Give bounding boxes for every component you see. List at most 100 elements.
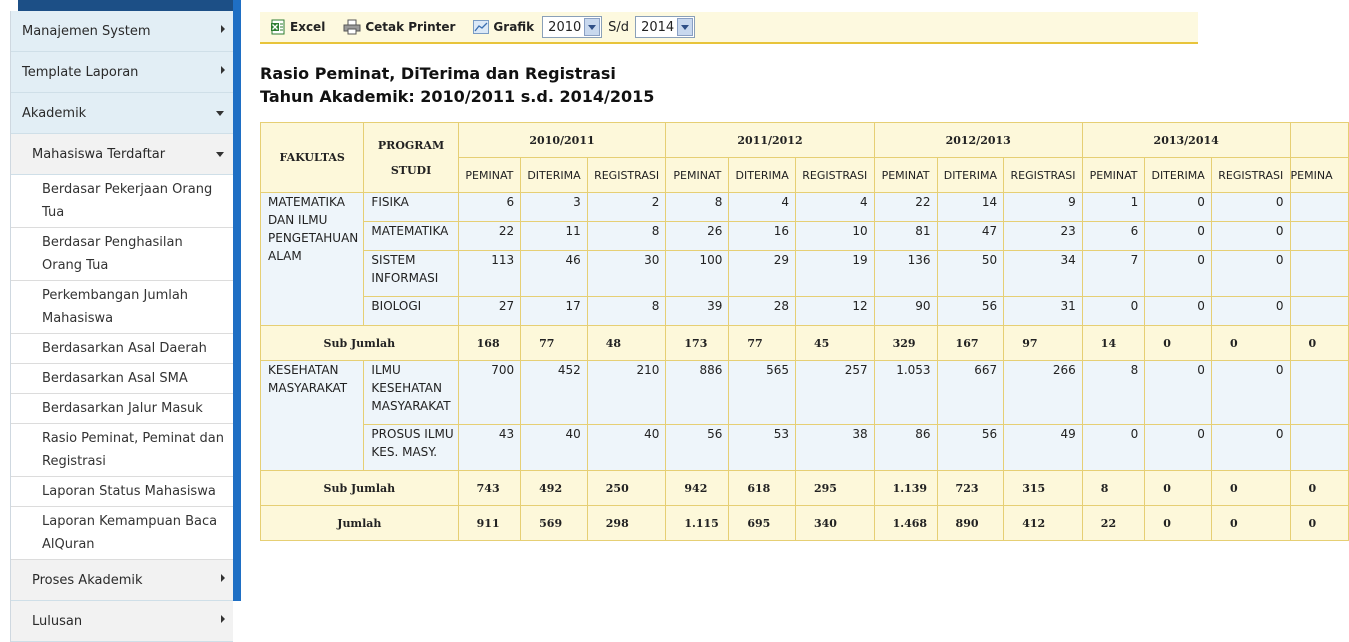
year-from-select[interactable]: 2010 xyxy=(542,16,603,38)
cell-value: 0 xyxy=(1081,424,1146,471)
cell-value: 10 xyxy=(794,221,875,251)
subtotal-value: 250 xyxy=(586,470,667,506)
sidebar-item-manajemen-system[interactable]: Manajemen System xyxy=(11,11,233,52)
chevron-right-icon xyxy=(221,25,225,33)
cell-value: 39 xyxy=(665,296,730,326)
cell-value: 0 xyxy=(1210,360,1291,425)
subtotal-value: 8 xyxy=(1081,470,1146,506)
excel-button[interactable]: Excel xyxy=(270,19,325,35)
cell-value: 19 xyxy=(794,250,875,297)
chevron-down-icon[interactable] xyxy=(677,18,694,36)
cell-value: 56 xyxy=(936,296,1005,326)
cell-program-studi: PROSUS ILMU KES. MASY. xyxy=(363,424,459,471)
sidebar-menu: Manajemen System Template Laporan Akadem… xyxy=(10,11,233,642)
subheader-diterima: DITERIMA xyxy=(728,157,796,193)
printer-icon xyxy=(343,19,361,35)
cell-value: 0 xyxy=(1210,296,1291,326)
subheader-registrasi: REGISTRASI xyxy=(1003,157,1083,193)
cell-value: 43 xyxy=(457,424,522,471)
sidebar-item-label: Manajemen System xyxy=(22,23,151,39)
sidebar-item-template-laporan[interactable]: Template Laporan xyxy=(11,52,233,93)
subtotal-value: 77 xyxy=(728,325,796,361)
header-program-label: PROGRAM xyxy=(377,138,445,152)
cell-value: 23 xyxy=(1003,221,1083,251)
cell-value: 11 xyxy=(520,221,588,251)
subheader-peminat: PEMINAT xyxy=(665,157,730,193)
year-to-select[interactable]: 2014 xyxy=(635,16,696,38)
cell-value: 29 xyxy=(728,250,796,297)
sidebar-link-asal-sma[interactable]: Berdasarkan Asal SMA xyxy=(11,364,233,394)
chevron-down-icon xyxy=(216,152,224,157)
cell-value-partial xyxy=(1289,424,1349,471)
sd-label: S/d xyxy=(608,19,630,35)
cell-value: 0 xyxy=(1144,192,1212,222)
sidebar-item-label: Akademik xyxy=(22,105,87,121)
sidebar-link-asal-daerah[interactable]: Berdasarkan Asal Daerah xyxy=(11,334,233,364)
table-row: PROSUS ILMU KES. MASY. 43 40 40 56 53 38 86 56 49… xyxy=(261,424,1349,471)
subtotal-value: 743 xyxy=(457,470,522,506)
cell-value: 50 xyxy=(936,250,1005,297)
cell-program-studi: BIOLOGI xyxy=(363,296,459,326)
sidebar-link-penghasilan-orang-tua[interactable]: Berdasar Penghasilan Orang Tua xyxy=(11,228,233,281)
sidebar-link-baca-alquran[interactable]: Laporan Kemampuan Baca AlQuran xyxy=(11,507,233,560)
cell-value: 47 xyxy=(936,221,1005,251)
subheader-registrasi: REGISTRASI xyxy=(586,157,667,193)
sidebar-link-perkembangan-jumlah[interactable]: Perkembangan Jumlah Mahasiswa xyxy=(11,281,233,334)
cell-value: 100 xyxy=(665,250,730,297)
sidebar-link-jalur-masuk[interactable]: Berdasarkan Jalur Masuk xyxy=(11,394,233,424)
cell-program-studi: ILMU KESEHATAN MASYARAKAT xyxy=(363,360,459,425)
subtotal-value: 173 xyxy=(665,325,730,361)
cell-value: 8 xyxy=(586,296,667,326)
sidebar-item-label: Template Laporan xyxy=(22,64,139,80)
sidebar-item-label: Mahasiswa Terdaftar xyxy=(32,146,166,162)
title-line-2: Tahun Akademik: 2010/2011 s.d. 2014/2015 xyxy=(260,87,655,106)
subtotal-value: 14 xyxy=(1081,325,1146,361)
sidebar-link-pekerjaan-orang-tua[interactable]: Berdasar Pekerjaan Orang Tua xyxy=(11,175,233,228)
subtotal-value: 1.139 xyxy=(873,470,938,506)
sidebar: Manajemen System Template Laporan Akadem… xyxy=(0,0,241,642)
subheader-peminat: PEMINAT xyxy=(1081,157,1146,193)
sidebar-top-bar xyxy=(18,0,234,11)
cell-value: 40 xyxy=(586,424,667,471)
header-year: 2013/2014 xyxy=(1081,122,1291,158)
cell-value: 38 xyxy=(794,424,875,471)
sidebar-item-akademik[interactable]: Akademik xyxy=(11,93,233,134)
cell-value: 28 xyxy=(728,296,796,326)
cell-value: 30 xyxy=(586,250,667,297)
subtotal-value: 329 xyxy=(873,325,938,361)
cell-value: 700 xyxy=(457,360,522,425)
cell-program-studi: SISTEM INFORMASI xyxy=(363,250,459,297)
subtotal-value: 0 xyxy=(1144,470,1212,506)
chart-button[interactable]: Grafik xyxy=(473,20,534,34)
year-to-value: 2014 xyxy=(641,19,675,35)
subheader-diterima: DITERIMA xyxy=(520,157,588,193)
total-value: 0 xyxy=(1210,505,1291,541)
header-year: 2012/2013 xyxy=(873,122,1083,158)
cell-value: 81 xyxy=(873,221,938,251)
table-row: BIOLOGI 27 17 8 39 28 12 90 56 31 0 0 0 xyxy=(261,296,1349,326)
chevron-down-icon[interactable] xyxy=(584,18,601,36)
cell-value: 0 xyxy=(1210,250,1291,297)
cell-value: 0 xyxy=(1144,221,1212,251)
page-title: Rasio Peminat, DiTerima dan Registrasi T… xyxy=(260,62,654,108)
sidebar-subitem-lulusan[interactable]: Lulusan xyxy=(11,601,233,642)
subtotal-label: Sub Jumlah xyxy=(260,470,459,506)
chevron-right-icon xyxy=(221,66,225,74)
cell-value: 8 xyxy=(586,221,667,251)
cell-value: 1.053 xyxy=(873,360,938,425)
total-value: 0 xyxy=(1144,505,1212,541)
subtotal-label: Sub Jumlah xyxy=(260,325,459,361)
cell-value: 257 xyxy=(794,360,875,425)
subtotal-value: 0 xyxy=(1144,325,1212,361)
sidebar-link-status-mahasiswa[interactable]: Laporan Status Mahasiswa xyxy=(11,477,233,507)
sidebar-subitem-mahasiswa-terdaftar[interactable]: Mahasiswa Terdaftar xyxy=(11,134,233,175)
chevron-down-icon xyxy=(216,111,224,116)
sidebar-subitem-proses-akademik[interactable]: Proses Akademik xyxy=(11,560,233,601)
print-label: Cetak Printer xyxy=(365,20,456,34)
sidebar-item-label: Lulusan xyxy=(32,613,83,629)
subtotal-value: 45 xyxy=(794,325,875,361)
cell-value: 6 xyxy=(457,192,522,222)
cell-value: 56 xyxy=(936,424,1005,471)
sidebar-link-rasio-peminat[interactable]: Rasio Peminat, Peminat dan Registrasi xyxy=(11,424,233,477)
print-button[interactable]: Cetak Printer xyxy=(343,19,455,35)
